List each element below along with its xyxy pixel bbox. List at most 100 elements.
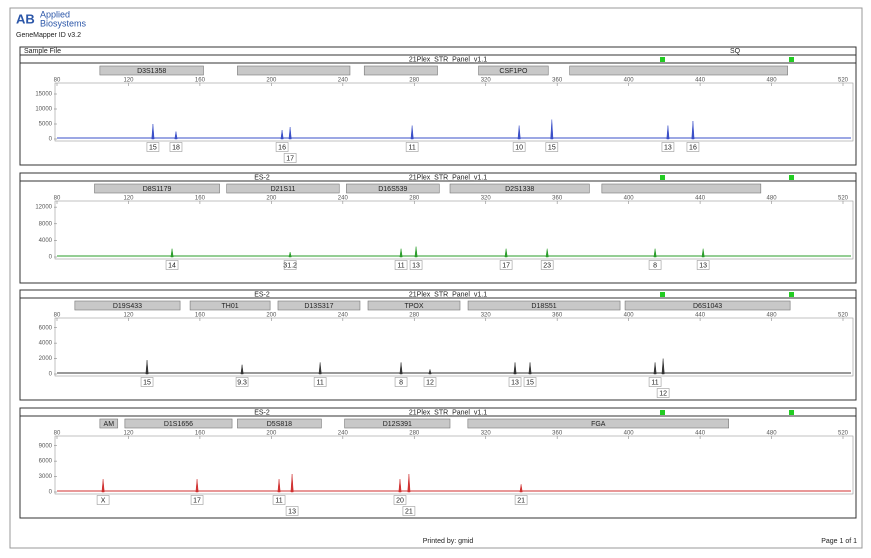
peak [517, 125, 521, 140]
allele-box [165, 260, 179, 270]
x-tick-label: 120 [123, 431, 134, 437]
indicator [660, 175, 665, 180]
x-tick-label: 320 [481, 431, 492, 437]
page-frame [9, 7, 863, 549]
allele-label: 15 [143, 379, 151, 386]
allele-box [285, 506, 299, 516]
allele-box [409, 260, 423, 270]
indicator [660, 410, 665, 415]
allele-label: 21 [517, 497, 525, 504]
y-tick-label: 15000 [35, 92, 52, 98]
allele-box [394, 377, 408, 387]
allele-label: 8 [399, 379, 403, 386]
allele-box [313, 377, 327, 387]
peak [513, 362, 517, 375]
marker-name: D6S1043 [693, 303, 722, 310]
allele-box [272, 495, 286, 505]
marker-box [449, 183, 590, 194]
allele-label: 15 [149, 144, 157, 151]
sample-file-header: Sample File [24, 48, 61, 55]
allele-box [512, 142, 526, 152]
peak [398, 479, 402, 493]
allele-box [423, 377, 437, 387]
allele-label: 16 [689, 144, 697, 151]
allele-label: 9.3 [237, 379, 247, 386]
x-tick-label: 80 [54, 196, 61, 202]
marker-name: D16S539 [378, 186, 407, 193]
peak [280, 129, 284, 140]
allele-box [96, 495, 110, 505]
allele-label: 17 [286, 155, 294, 162]
marker-box [346, 183, 440, 194]
marker-box [367, 300, 461, 311]
indicator [789, 57, 794, 62]
x-tick-label: 520 [838, 313, 849, 319]
allele-box [405, 142, 419, 152]
x-tick-label: 240 [338, 431, 349, 437]
allele-label: 17 [502, 262, 510, 269]
allele-box [514, 495, 528, 505]
app-name: GeneMapper ID v3.2 [16, 32, 81, 39]
plot-area [54, 82, 854, 142]
x-tick-label: 400 [624, 78, 635, 84]
peak [428, 368, 432, 375]
x-tick-label: 160 [195, 431, 206, 437]
marker-name: D3S1358 [137, 68, 166, 75]
peak [101, 479, 105, 493]
allele-label: 23 [543, 262, 551, 269]
panel-header [19, 54, 857, 64]
x-tick-label: 240 [338, 78, 349, 84]
y-tick-label: 3000 [39, 474, 53, 480]
allele-box [283, 260, 297, 270]
allele-box [696, 260, 710, 270]
allele-label: 20 [396, 497, 404, 504]
marker-box [189, 300, 271, 311]
peak [288, 251, 292, 258]
allele-label: 12 [659, 390, 667, 397]
peak [407, 473, 411, 493]
logo: AB [16, 11, 35, 26]
y-tick-label: 0 [49, 372, 53, 378]
x-tick-label: 360 [552, 78, 563, 84]
x-tick-label: 440 [695, 78, 706, 84]
x-tick-label: 280 [409, 78, 420, 84]
page-number: Page 1 of 1 [821, 538, 857, 545]
x-tick-label: 280 [409, 196, 420, 202]
brand: Biosystems [40, 18, 87, 28]
sample-name: ES-2 [254, 174, 270, 181]
allele-box [394, 260, 408, 270]
y-tick-label: 0 [49, 137, 53, 143]
allele-label: 11 [397, 262, 404, 269]
allele-box [499, 260, 513, 270]
peak [519, 484, 523, 493]
x-tick-label: 200 [266, 196, 277, 202]
x-tick-label: 360 [552, 196, 563, 202]
marker-box [94, 183, 220, 194]
x-tick-label: 480 [767, 78, 778, 84]
peak [195, 479, 199, 493]
x-tick-label: 480 [767, 431, 778, 437]
allele-box [648, 377, 662, 387]
allele-box [508, 377, 522, 387]
peak [653, 362, 657, 375]
brand: Applied [40, 9, 70, 19]
y-tick-label: 10000 [35, 107, 52, 113]
y-tick-label: 6000 [39, 325, 53, 331]
x-tick-label: 160 [195, 78, 206, 84]
plot-area [54, 200, 854, 260]
y-tick-label: 0 [49, 255, 53, 261]
marker-box [74, 300, 181, 311]
peak [545, 248, 549, 258]
x-tick-label: 280 [409, 431, 420, 437]
allele-box [283, 153, 297, 163]
allele-label: 16 [278, 144, 286, 151]
y-tick-label: 12000 [35, 205, 52, 211]
x-tick-label: 120 [123, 313, 134, 319]
x-tick-label: 200 [266, 78, 277, 84]
allele-label: 8 [653, 262, 657, 269]
marker-name: FGA [591, 421, 606, 428]
marker-name: D13S317 [304, 303, 333, 310]
x-tick-label: 480 [767, 196, 778, 202]
y-tick-label: 5000 [39, 122, 53, 128]
